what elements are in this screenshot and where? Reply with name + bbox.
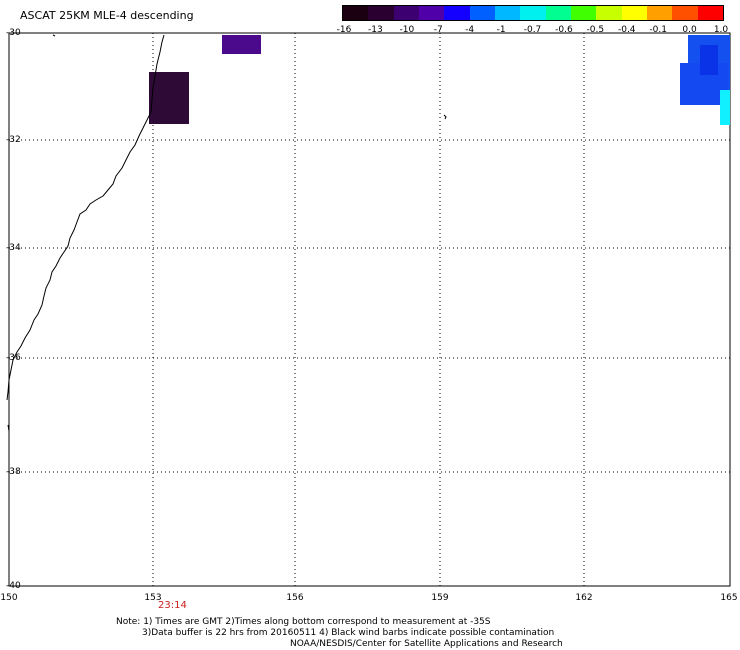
colorbar-segment (494, 6, 521, 20)
colorbar-segment (343, 6, 369, 20)
island (7, 424, 10, 432)
colorbar-label: 1.0 (713, 25, 729, 35)
colorbar-label: -4 (465, 25, 475, 35)
colorbar-label: 0.0 (682, 25, 697, 35)
lon-label: 162 (575, 593, 593, 603)
colorbar-segment (646, 6, 673, 20)
map-title: ASCAT 25KM MLE-4 descending (20, 9, 194, 22)
map-frame (8, 32, 731, 587)
colorbar-segment (570, 6, 597, 20)
colorbar-segment (393, 6, 419, 20)
lat-label: -38 (6, 467, 21, 477)
lat-label: -36 (6, 353, 21, 363)
colorbar-label: -0.5 (586, 25, 605, 35)
colorbar-label: -16 (336, 25, 352, 35)
lat-label: -34 (6, 243, 21, 253)
colorbar-label: -0.7 (523, 25, 542, 35)
data-cell (700, 45, 718, 75)
coastline (6, 34, 165, 401)
lon-label: 165 (720, 593, 738, 603)
lat-label: -40 (6, 581, 21, 591)
swath-time-label: 23:14 (158, 600, 187, 611)
colorbar-segment (545, 6, 571, 20)
lon-label: 150 (0, 593, 18, 603)
colorbar-label: -0.4 (617, 25, 636, 35)
lon-gridlines (152, 33, 585, 586)
data-cell (149, 72, 189, 124)
colorbar-segment (469, 6, 495, 20)
colorbar-segment (697, 6, 723, 20)
colorbar-segment (596, 6, 622, 20)
lat-label: -32 (6, 135, 21, 145)
lat-label: -30 (6, 28, 21, 38)
colorbar-segment (672, 6, 698, 20)
colorbar-segment (418, 6, 445, 20)
lon-label: 159 (431, 593, 449, 603)
colorbar-label: -0.6 (555, 25, 573, 35)
colorbar-label: -13 (368, 25, 383, 35)
island (443, 114, 447, 120)
colorbar-label: -0.1 (649, 25, 667, 35)
island (52, 34, 56, 37)
note-line: NOAA/NESDIS/Center for Satellite Applica… (290, 639, 563, 649)
lon-label: 153 (144, 593, 162, 603)
note-line: Note: 1) Times are GMT 2)Times along bot… (116, 617, 491, 627)
colorbar-label: -1 (496, 25, 506, 35)
data-cell (720, 90, 730, 125)
colorbar (342, 5, 724, 21)
note-line: 3)Data buffer is 22 hrs from 20160511 4)… (142, 628, 555, 638)
colorbar-label: -10 (399, 25, 415, 35)
data-cell (222, 35, 261, 54)
colorbar-segment (368, 6, 394, 20)
colorbar-label: -7 (433, 25, 443, 35)
colorbar-segment (444, 6, 470, 20)
colorbar-segment (520, 6, 546, 20)
lat-gridlines (9, 139, 730, 473)
lon-label: 156 (286, 593, 304, 603)
colorbar-segment (621, 6, 647, 20)
